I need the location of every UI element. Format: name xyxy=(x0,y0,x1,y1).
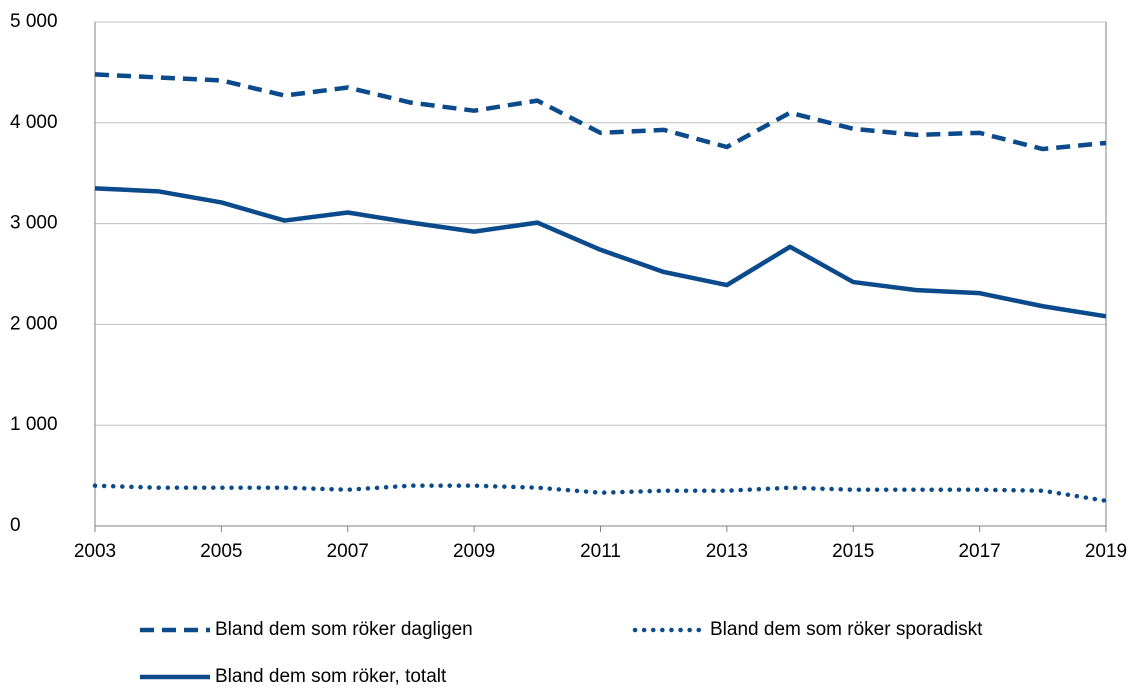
x-tick-label: 2011 xyxy=(580,541,621,562)
x-tick-label: 2017 xyxy=(958,541,1000,562)
x-tick-label: 2009 xyxy=(453,541,495,562)
y-tick-label: 1 000 xyxy=(10,414,58,435)
y-tick-label: 3 000 xyxy=(10,213,58,234)
x-tick-label: 2013 xyxy=(706,541,748,562)
y-tick-label: 4 000 xyxy=(10,112,58,133)
legend-label: Bland dem som röker sporadiskt xyxy=(710,619,983,640)
y-tick-label: 0 xyxy=(10,515,21,536)
x-tick-label: 2005 xyxy=(200,541,242,562)
line-series xyxy=(92,483,1109,504)
x-tick-label: 2003 xyxy=(74,541,116,562)
line-series xyxy=(94,186,1107,319)
x-tick-label: 2019 xyxy=(1085,541,1127,562)
x-tick-label: 2007 xyxy=(327,541,369,562)
y-tick-label: 5 000 xyxy=(10,11,58,32)
legend-label: Bland dem som röker, totalt xyxy=(215,666,447,687)
x-tick-label: 2015 xyxy=(832,541,874,562)
line-series xyxy=(94,72,1107,152)
legend-label: Bland dem som röker dagligen xyxy=(215,619,473,640)
y-tick-label: 2 000 xyxy=(10,313,58,334)
